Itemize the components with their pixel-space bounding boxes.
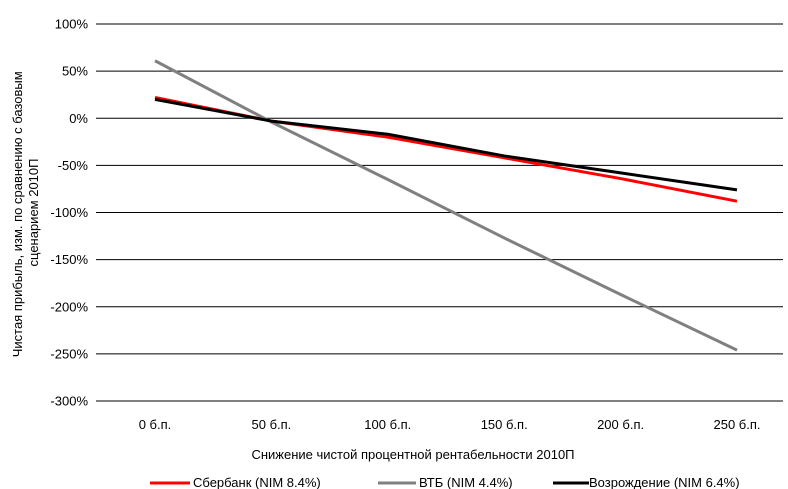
series-lines bbox=[154, 59, 738, 352]
y-tick-label: 100% bbox=[55, 17, 89, 32]
y-tick-label: -250% bbox=[50, 346, 88, 361]
y-tick-label: 50% bbox=[62, 64, 88, 79]
y-tick-label: -100% bbox=[50, 205, 88, 220]
x-tick-labels: 0 б.п. 50 б.п. 100 б.п. 150 б.п. 200 б.п. 250… bbox=[139, 417, 761, 432]
x-axis-label: Снижение чистой процентной рентабельност… bbox=[251, 447, 574, 462]
x-tick-label: 100 б.п. bbox=[364, 417, 411, 432]
legend: Сбербанк (NIM 8.4%) ВТБ (NIM 4.4%) Возрожд… bbox=[150, 475, 740, 489]
y-axis-label: Чистая прибыль, изм. по сравнению с базо… bbox=[10, 68, 41, 358]
legend-label: Возрождение (NIM 6.4%) bbox=[589, 475, 740, 489]
x-tick-label: 150 б.п. bbox=[481, 417, 528, 432]
y-tick-label: 0% bbox=[69, 111, 88, 126]
y-axis-label-line-1: Чистая прибыль, изм. по сравнению с базо… bbox=[10, 71, 25, 357]
gridlines bbox=[96, 23, 783, 402]
y-axis-label-line-2: сценарием 2010П bbox=[26, 159, 41, 267]
x-tick-label: 200 б.п. bbox=[597, 417, 644, 432]
series-line-2 bbox=[154, 59, 738, 352]
x-tick-label: 50 б.п. bbox=[252, 417, 292, 432]
legend-label: Сбербанк (NIM 8.4%) bbox=[193, 475, 321, 489]
y-tick-label: -50% bbox=[58, 158, 89, 173]
x-tick-label: 0 б.п. bbox=[139, 417, 172, 432]
y-tick-label: -150% bbox=[50, 252, 88, 267]
y-tick-label: -300% bbox=[50, 394, 88, 409]
y-tick-labels: 100% 50% 0% -50% -100% -150% -200% -250% -300% bbox=[50, 17, 88, 409]
series-line-1 bbox=[154, 96, 738, 203]
y-tick-label: -200% bbox=[50, 299, 88, 314]
x-tick-label: 250 б.п. bbox=[713, 417, 760, 432]
series-line-3 bbox=[154, 97, 738, 192]
legend-label: ВТБ (NIM 4.4%) bbox=[419, 475, 513, 489]
